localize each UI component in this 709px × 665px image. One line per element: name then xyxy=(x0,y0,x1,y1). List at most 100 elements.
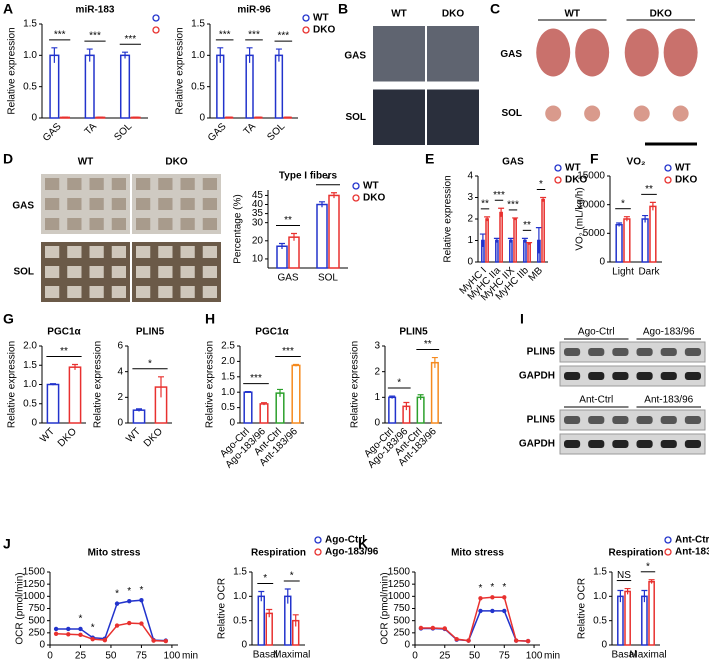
bar xyxy=(495,239,499,263)
fiber-cell xyxy=(89,286,104,298)
blot-band xyxy=(564,416,581,424)
y-tick-label: 1 xyxy=(467,235,473,246)
bar xyxy=(288,236,300,269)
significance-label: * xyxy=(79,614,83,625)
y-tick-label: 750 xyxy=(28,603,45,614)
muscle xyxy=(672,105,689,122)
fiber-cell xyxy=(136,246,151,258)
blot-band xyxy=(660,348,677,356)
error-bar xyxy=(512,217,519,221)
error-bar xyxy=(507,237,514,243)
bar xyxy=(509,239,513,263)
legend-label: DKO xyxy=(565,175,587,186)
error-bar xyxy=(648,579,655,584)
point xyxy=(53,631,59,637)
bar xyxy=(648,580,655,646)
bar xyxy=(274,54,284,119)
blot-band xyxy=(660,372,677,380)
y-tick-label: 1250 xyxy=(388,579,411,590)
panel-letter: D xyxy=(3,151,13,167)
fiber-cell xyxy=(111,246,126,258)
legend-label: WT xyxy=(565,163,581,174)
blot xyxy=(559,409,706,431)
bar xyxy=(243,391,253,424)
muscle xyxy=(663,28,698,77)
fiber-cell xyxy=(158,286,173,298)
blot-band xyxy=(612,440,629,448)
significance-label: * xyxy=(290,571,294,582)
panel-letter: A xyxy=(3,1,13,17)
muscle xyxy=(575,28,610,77)
x-tick-label: SOL xyxy=(318,273,338,284)
y-axis-label: Relative OCR xyxy=(217,578,228,639)
y-tick-label: 0.5 xyxy=(221,402,235,413)
blot-band xyxy=(612,416,629,424)
x-tick-label: 0 xyxy=(412,651,418,662)
significance-label: * xyxy=(479,583,483,594)
significance-label: ** xyxy=(424,339,432,350)
y-tick-label: 0 xyxy=(374,418,380,429)
point xyxy=(430,625,436,631)
fiber-cell xyxy=(136,286,151,298)
y-tick-label: 1250 xyxy=(23,579,46,590)
row-label: GAPDH xyxy=(519,371,555,382)
error-bar xyxy=(292,614,299,627)
bar xyxy=(624,590,631,646)
significance-label: ** xyxy=(645,184,653,195)
x-tick-label: SOL xyxy=(112,121,134,143)
bar xyxy=(265,612,273,646)
x-tick-label: 25 xyxy=(75,651,87,662)
micrograph xyxy=(427,89,479,145)
x-tick-label: SOL xyxy=(265,121,287,143)
muscle xyxy=(633,105,650,122)
y-tick-label: 2 xyxy=(117,392,123,403)
y-tick-label: 1.0 xyxy=(221,387,235,398)
y-tick-label: 750 xyxy=(393,603,410,614)
significance-label: *** xyxy=(507,200,519,211)
bar xyxy=(49,54,60,119)
y-tick-label: 2.0 xyxy=(23,341,37,352)
error-bar xyxy=(526,242,533,245)
fiber-cell xyxy=(89,198,104,210)
fiber-cell xyxy=(202,178,217,190)
y-axis-label: Relative expression xyxy=(93,341,104,428)
fiber-cell xyxy=(89,218,104,230)
legend-marker xyxy=(664,548,672,556)
fiber-cell xyxy=(89,246,104,258)
y-tick-label: 1.0 xyxy=(23,50,37,61)
error-bar xyxy=(246,47,253,63)
y-tick-label: 1.5 xyxy=(593,567,607,578)
error-bar xyxy=(97,116,104,118)
legend-label: WT xyxy=(675,163,691,174)
column-label: DKO xyxy=(165,157,187,168)
legend-marker xyxy=(314,548,322,556)
column-label: WT xyxy=(391,9,407,20)
chart-title: Mito stress xyxy=(451,548,504,559)
point xyxy=(490,608,495,614)
legend-marker xyxy=(352,182,360,190)
bar xyxy=(259,403,269,424)
y-tick-label: 1.0 xyxy=(593,591,607,602)
error-bar xyxy=(293,363,299,367)
error-bar xyxy=(136,408,142,412)
error-bar xyxy=(642,214,649,223)
significance-label: * xyxy=(326,174,330,185)
y-tick-label: 250 xyxy=(393,627,410,638)
blot-band xyxy=(588,348,605,356)
bar xyxy=(513,218,517,263)
fiber-cell xyxy=(202,246,217,258)
y-tick-label: 500 xyxy=(393,615,410,626)
legend-marker xyxy=(302,26,310,34)
row-label: SOL xyxy=(345,112,366,123)
row-label: GAS xyxy=(12,201,34,212)
legend-label: WT xyxy=(363,181,379,192)
y-axis-label: Relative expression xyxy=(7,27,18,114)
fiber-cell xyxy=(67,218,82,230)
x-tick-label: Basal xyxy=(611,650,636,661)
fiber-cell xyxy=(136,198,151,210)
significance-label: *** xyxy=(493,190,505,201)
significance-label: * xyxy=(646,561,650,572)
x-tick-label: 100 xyxy=(526,651,543,662)
fiber-cell xyxy=(45,178,60,190)
y-tick-label: 0.5 xyxy=(23,398,37,409)
